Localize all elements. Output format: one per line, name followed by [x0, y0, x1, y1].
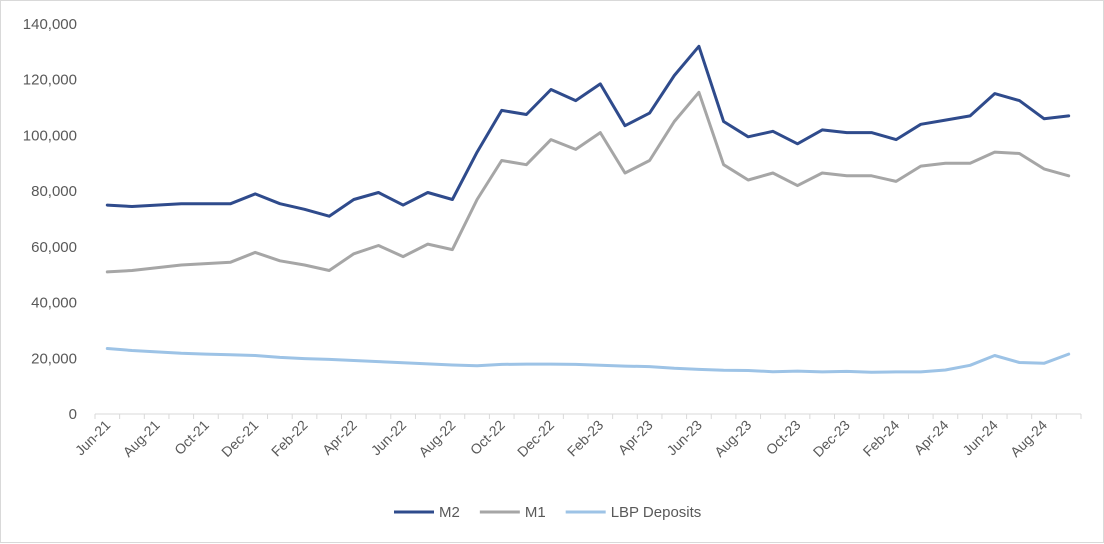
y-tick-label: 20,000 [31, 350, 77, 367]
x-tick-label: Aug-24 [1007, 417, 1050, 460]
legend-label: M1 [525, 504, 546, 521]
series-line-m1 [105, 90, 1071, 274]
x-tick-label: Apr-23 [615, 417, 656, 458]
legend-label: LBP Deposits [611, 504, 702, 521]
legend-label: M2 [439, 504, 460, 521]
y-tick-label: 0 [69, 406, 77, 423]
x-tick-label: Oct-23 [763, 417, 804, 458]
y-axis-tick-labels: 0 20,000 40,000 60,000 80,000 100,000 120,000 1… [23, 16, 77, 423]
series-line-lbp-deposits [105, 347, 1071, 374]
series-line-m2 [105, 44, 1071, 218]
x-tick-label: Jun-22 [368, 417, 410, 459]
x-tick-label: Jun-23 [663, 417, 705, 459]
x-tick-label: Oct-22 [467, 417, 508, 458]
x-tick-label: Aug-23 [711, 417, 754, 460]
legend: M2 M1 LBP Deposits [394, 504, 701, 521]
x-tick-label: Aug-22 [415, 417, 458, 460]
x-tick-label: Dec-23 [810, 417, 853, 460]
y-tick-label: 80,000 [31, 183, 77, 200]
y-tick-label: 140,000 [23, 16, 77, 33]
y-tick-label: 40,000 [31, 295, 77, 312]
y-tick-label: 120,000 [23, 72, 77, 89]
x-tick-label: Apr-22 [319, 417, 360, 458]
x-tick-label: Apr-24 [911, 417, 952, 458]
x-tick-label: Jun-21 [72, 417, 114, 459]
x-axis-tick-labels: Jun-21 Aug-21 Oct-21 Dec-21 Feb-22 Apr-22 Jun-… [72, 417, 1050, 460]
x-axis-tick-marks [94, 414, 1082, 419]
series-lines [105, 44, 1071, 374]
x-tick-label: Jun-24 [959, 417, 1001, 459]
x-tick-label: Aug-21 [120, 417, 163, 460]
x-tick-label: Feb-23 [564, 417, 607, 460]
y-tick-label: 100,000 [23, 127, 77, 144]
x-tick-label: Dec-22 [514, 417, 557, 460]
y-tick-label: 60,000 [31, 239, 77, 256]
x-tick-label: Oct-21 [171, 417, 212, 458]
x-tick-label: Feb-24 [860, 417, 903, 460]
x-tick-label: Feb-22 [268, 417, 311, 460]
x-tick-label: Dec-21 [218, 417, 261, 460]
